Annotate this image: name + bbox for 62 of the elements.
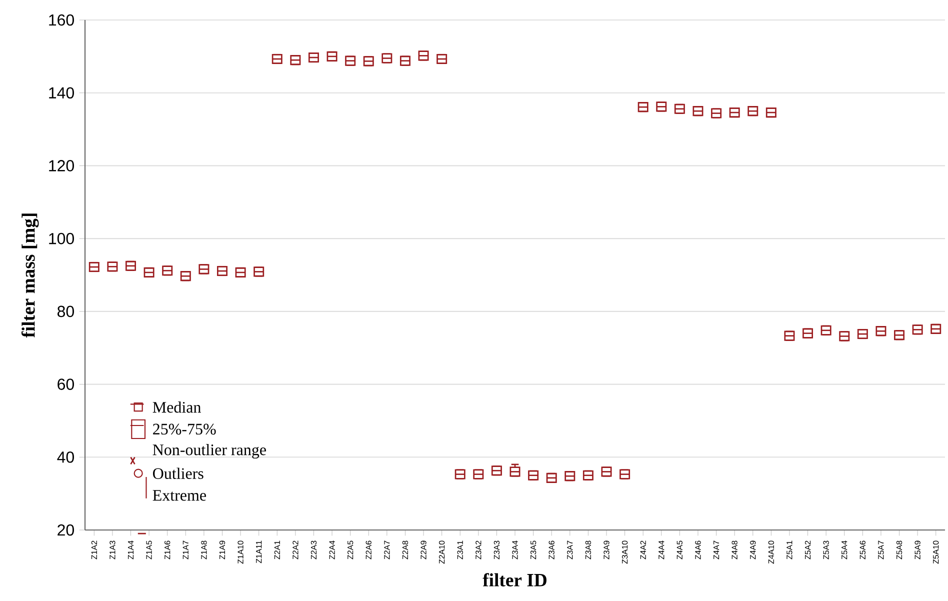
x-tick-label: Z2A4 [329,540,335,560]
x-tick-label: Z2A7 [384,540,390,560]
y-tick-label: 60 [58,378,74,390]
x-tick-label: Z3A8 [585,540,592,560]
x-tick-label: Z1A5 [146,540,152,560]
x-tick-label: Z3A4 [512,540,518,560]
annotation: Non-outlier range [152,444,266,459]
x-tick-label: Z1A3 [110,540,116,560]
y-tick-label: 140 [49,87,74,99]
y-tick-label: 80 [58,306,74,318]
y-tick-label: 100 [49,232,74,244]
y-axis-title: filter mass [mg] [21,214,39,338]
x-tick-label: Z1A2 [91,540,97,560]
x-tick-label: Z3A6 [548,540,554,560]
x-tick-label: Z5A2 [804,540,811,560]
x-tick-label: Z3A5 [530,540,536,560]
annotation: Outliers [153,468,204,479]
y-tick-label: 120 [49,160,74,172]
x-tick-label: Z4A5 [676,540,682,560]
x-tick-label: Z1A11 [256,540,262,564]
x-tick-label: Z5A8 [896,540,902,560]
x-tick-label: Z5A10 [933,540,939,564]
x-tick-label: Z5A7 [878,540,884,560]
x-tick-label: Z2A3 [310,540,317,560]
x-tick-label: Z3A2 [476,540,482,560]
x-tick-label: Z5A4 [842,540,848,560]
x-tick-label: Z3A1 [457,540,463,560]
annotation: Median [152,401,201,413]
y-tick-label: 40 [57,451,74,463]
x-tick-label: Z1A4 [128,540,134,560]
x-tick-label: Z2A1 [274,540,280,560]
x-tick-label: Z5A1 [786,540,792,560]
x-tick-label: Z4A7 [714,540,720,560]
x-tick-label: Z4A8 [732,540,738,560]
annotation: 25%-75% [153,424,216,435]
x-tick-label: Z4A9 [750,540,756,560]
x-tick-label: Z3A3 [494,540,500,560]
y-tick-label: 160 [49,14,74,26]
y-tick-label: 20 [58,524,74,536]
x-tick-label: Z5A9 [914,540,920,560]
x-tick-label: Z3A10 [622,540,628,564]
x-tick-label: Z1A8 [201,540,207,560]
x-tick-label: Z2A10 [438,540,445,564]
x-tick-label: Z4A10 [768,540,774,564]
x-axis-title: filter ID [482,573,546,586]
x-tick-label: Z1A9 [219,540,226,560]
x-tick-label: Z2A6 [366,540,372,560]
x-tick-label: Z1A6 [164,540,170,560]
x-tick-label: Z2A5 [347,540,354,560]
x-tick-label: Z3A7 [567,540,573,560]
x-tick-label: Z4A2 [640,540,646,560]
x-tick-label: Z5A3 [823,540,829,560]
x-tick-label: Z4A6 [695,540,701,560]
x-tick-label: Z1A7 [182,540,188,560]
x-tick-label: Z2A8 [402,540,408,560]
x-tick-label: Z3A9 [604,540,610,560]
x-tick-label: Z1A10 [238,540,244,564]
x-tick-label: Z5A6 [860,540,866,560]
x-tick-label: Z2A2 [292,540,298,560]
annotation: Extreme [152,490,206,501]
x-tick-label: Z4A4 [658,540,664,560]
x-tick-label: Z2A9 [420,540,426,560]
